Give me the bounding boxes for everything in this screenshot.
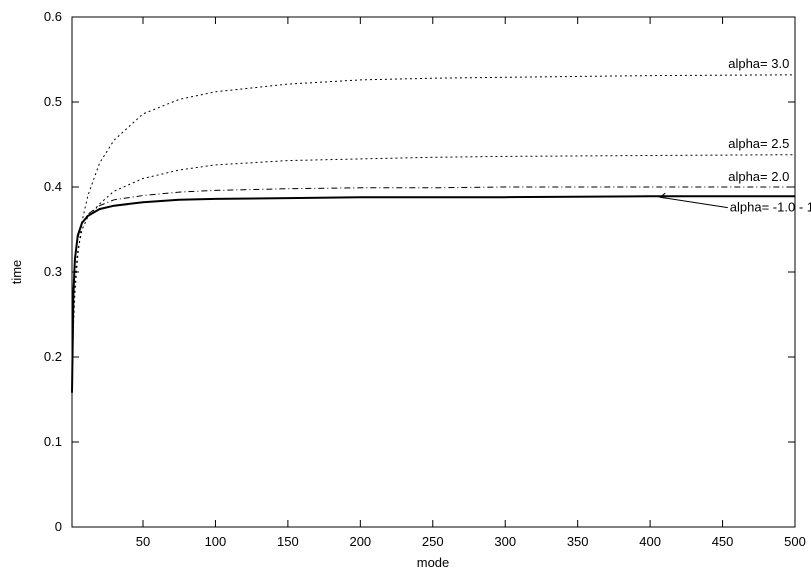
y-tick-label: 0.1 <box>44 434 62 449</box>
x-tick-label: 50 <box>136 534 150 549</box>
y-tick-label: 0.2 <box>44 349 62 364</box>
x-tick-label: 200 <box>349 534 371 549</box>
y-axis-title: time <box>9 260 24 285</box>
x-tick-label: 350 <box>567 534 589 549</box>
axis-tick-labels: 50 100 150 200 250 300 350 400 450 500 0 0.1 0.2 0.3 0… <box>44 9 806 549</box>
series-line-2 <box>71 154 796 393</box>
y-tick-label: 0.4 <box>44 179 62 194</box>
series-layer <box>71 74 796 393</box>
annotation-layer: alpha= 3.0 alpha= 2.5 alpha= 2.0 alpha= -1.… <box>659 56 811 215</box>
y-tick-label: 0 <box>55 519 62 534</box>
x-tick-label: 100 <box>205 534 227 549</box>
x-tick-label: 150 <box>277 534 299 549</box>
x-tick-label: 250 <box>422 534 444 549</box>
series-line-3 <box>71 186 795 393</box>
x-tick-label: 300 <box>494 534 516 549</box>
series-line-1 <box>71 74 796 393</box>
axis-ticks <box>72 16 796 528</box>
series-annotation-label: alpha= 2.0 <box>728 169 789 184</box>
series-annotation-label: alpha= 3.0 <box>728 56 789 71</box>
x-tick-label: 500 <box>784 534 806 549</box>
annotation-arrow <box>660 196 728 209</box>
annotation-arrowhead <box>659 192 667 199</box>
x-tick-label: 400 <box>639 534 661 549</box>
y-tick-label: 0.6 <box>44 9 62 24</box>
series-line-4 <box>71 195 795 393</box>
series-annotation-label: alpha= 2.5 <box>728 136 789 151</box>
x-tick-label: 450 <box>712 534 734 549</box>
y-tick-label: 0.5 <box>44 94 62 109</box>
y-tick-label: 0.3 <box>44 264 62 279</box>
series-annotation-label: alpha= -1.0 - 1.5 <box>730 200 811 215</box>
x-axis-title: mode <box>417 555 450 570</box>
plot-frame <box>71 16 796 528</box>
